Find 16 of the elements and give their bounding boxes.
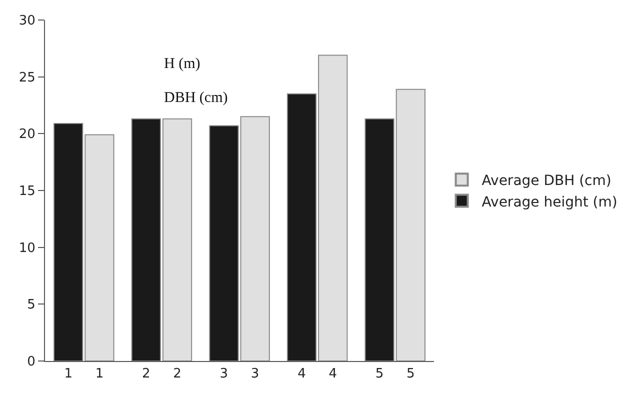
annotation: H (m): [164, 56, 200, 72]
y-tick-label: 0: [27, 354, 36, 370]
x-tick-label: 4: [298, 366, 306, 382]
x-tick-label: 5: [375, 366, 384, 382]
y-tick-label: 10: [18, 240, 36, 256]
legend-label: Average DBH (cm): [482, 173, 612, 190]
x-tick-label: 3: [220, 366, 228, 382]
y-tick-label: 15: [18, 184, 36, 200]
annotation: DBH (cm): [164, 90, 228, 106]
y-tick-label: 25: [18, 70, 36, 86]
x-tick-label: 1: [64, 366, 72, 382]
legend-label: Average height (m): [482, 194, 618, 210]
y-tick-label: 5: [27, 298, 36, 313]
y-tick-label: 20: [18, 127, 36, 142]
y-tick-label: 30: [18, 14, 36, 29]
x-tick-label: 2: [142, 366, 150, 382]
